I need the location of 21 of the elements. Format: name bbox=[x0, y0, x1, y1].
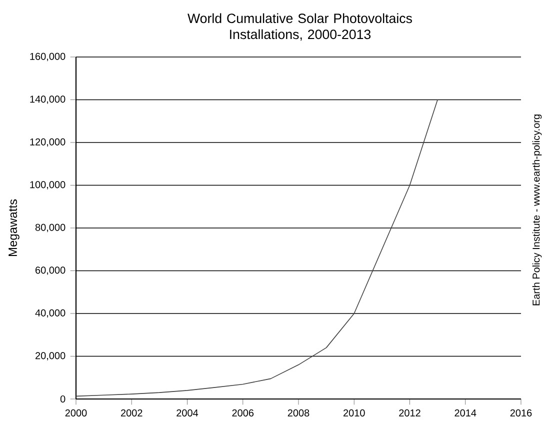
y-tick-label: 0 bbox=[60, 395, 66, 403]
x-tick-label: 2012 bbox=[399, 409, 420, 416]
y-tick-label: 20,000 bbox=[36, 352, 66, 360]
x-tick-label: 2010 bbox=[344, 409, 365, 416]
y-tick-label: 160,000 bbox=[30, 52, 66, 62]
y-axis-title: Megawatts bbox=[8, 199, 20, 256]
x-tick-label: 2014 bbox=[454, 409, 476, 416]
x-tick-label: 2000 bbox=[65, 409, 87, 416]
text: Earth Policy Institute - www.earth-policy.org bbox=[532, 114, 542, 306]
x-tick-label: 2002 bbox=[121, 409, 142, 416]
x-tick-label: 2006 bbox=[232, 409, 254, 416]
y-tick-label: 80,000 bbox=[35, 224, 66, 232]
y-tick-label: 100,000 bbox=[30, 181, 66, 190]
x-tick-label: 2008 bbox=[288, 409, 310, 416]
y-tick-label: 120,000 bbox=[30, 138, 66, 147]
y-tick-label: 40,000 bbox=[35, 309, 66, 318]
y-tick-label: 140,000 bbox=[30, 96, 66, 104]
y-tick-label: 60,000 bbox=[36, 266, 66, 275]
x-tick-label: 2016 bbox=[510, 409, 532, 416]
chart-title: World Cumulative Solar Photovoltaics Installations, 2000-2013 bbox=[188, 13, 412, 41]
x-tick-label: 2004 bbox=[176, 409, 198, 416]
